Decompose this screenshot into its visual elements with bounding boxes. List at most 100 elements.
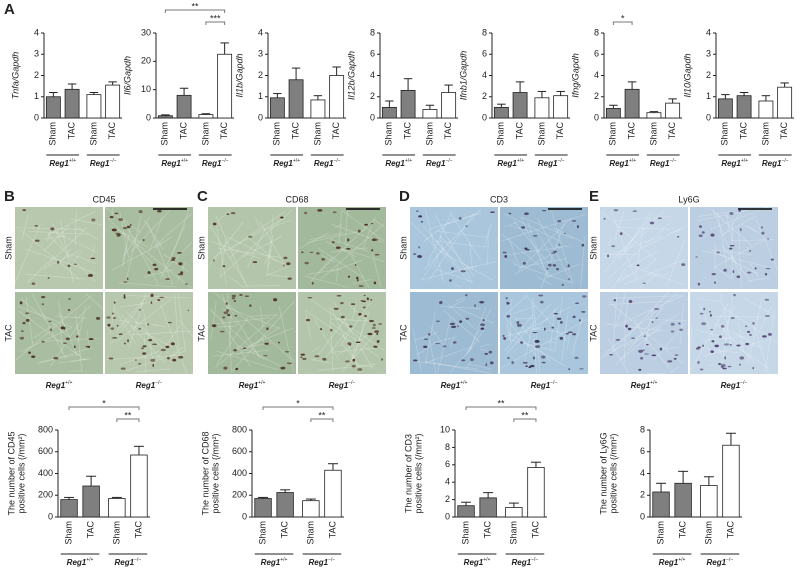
stained-cell: [567, 331, 573, 334]
genotype-label: Reg1+/+: [239, 380, 266, 390]
stained-cell: [376, 332, 379, 336]
x-tick-label: TAC: [66, 122, 76, 140]
tissue-fiber: [603, 235, 663, 258]
stained-cell: [458, 217, 462, 220]
tissue-fiber: [549, 308, 556, 349]
tissue-fiber: [743, 297, 771, 314]
stained-cell: [418, 246, 421, 249]
tissue-fiber: [215, 214, 246, 284]
tissue-fiber: [609, 291, 669, 356]
tissue-fiber: [144, 337, 147, 373]
tissue-fiber: [75, 315, 83, 372]
stain-title: CD68: [285, 194, 308, 204]
tissue-fiber: [227, 293, 232, 373]
stained-cell: [138, 210, 143, 214]
stained-cell: [363, 294, 366, 297]
y-axis-label: positive cells (/mm²): [413, 433, 423, 513]
stained-cell: [565, 333, 570, 335]
tissue-fiber: [442, 309, 481, 343]
tissue-fiber: [731, 222, 734, 279]
gene-name: Reg1: [67, 558, 87, 567]
stained-cell: [559, 321, 563, 324]
tissue-fiber: [623, 259, 685, 285]
stain-title: CD3: [490, 194, 508, 204]
stained-cell: [628, 299, 633, 303]
stained-cell: [25, 318, 30, 322]
tissue-fiber: [237, 344, 285, 369]
tissue-fiber: [317, 363, 376, 372]
tissue-fiber: [625, 328, 661, 347]
y-axis-label: Il10/Gapdh: [682, 53, 692, 97]
gene-name: Reg1: [90, 159, 110, 168]
stained-cell: [211, 324, 217, 328]
stained-cell: [372, 323, 376, 327]
significance-bracket: [164, 9, 226, 13]
tissue-fiber: [713, 323, 747, 339]
stained-cell: [286, 262, 291, 266]
tissue-fiber: [126, 311, 169, 354]
tissue-fiber: [122, 226, 131, 267]
stained-cell: [619, 232, 623, 236]
row-label: TAC: [398, 324, 408, 342]
stained-cell: [538, 294, 544, 297]
y-tick-label: 4: [594, 70, 599, 80]
stained-cell: [716, 251, 720, 254]
stained-cell: [349, 325, 353, 328]
bar: [45, 96, 61, 119]
tissue-fiber: [70, 218, 103, 226]
stained-cell: [428, 332, 431, 336]
stained-cell: [142, 352, 147, 355]
stained-cell: [681, 263, 686, 267]
tissue-fiber: [213, 317, 270, 325]
x-tick-label: TAC: [725, 521, 735, 539]
tissue-fiber: [608, 300, 672, 306]
stained-cell: [110, 327, 115, 330]
y-tick-label: 600: [38, 446, 53, 456]
x-tick-label: TAC: [219, 122, 229, 140]
tissue-fiber: [120, 294, 189, 299]
tissue-fiber: [341, 209, 385, 242]
tissue-fiber: [448, 298, 466, 310]
genotype: +/+: [405, 158, 412, 164]
genotype-label: Reg1−/−: [115, 557, 142, 567]
stained-cell: [474, 304, 476, 308]
tissue-fiber: [76, 323, 80, 334]
tissue-fiber: [217, 247, 283, 259]
stained-cell: [350, 303, 356, 306]
tissue-fiber: [42, 338, 98, 342]
genotype-label: Reg1−/−: [650, 158, 677, 168]
genotype: +/+: [86, 557, 93, 563]
stained-cell: [88, 338, 94, 340]
stained-cell: [147, 271, 151, 275]
stained-cell: [504, 255, 508, 258]
tissue-fiber: [666, 346, 680, 350]
tissue-fiber: [729, 239, 774, 242]
stained-cell: [358, 285, 364, 287]
stained-cell: [159, 296, 165, 299]
x-tick-label: TAC: [402, 122, 412, 140]
tissue-fiber: [55, 316, 87, 319]
y-tick-label: 0: [48, 511, 53, 521]
micrograph: [690, 207, 778, 289]
stained-cell: [643, 335, 646, 338]
genotype: −/−: [669, 158, 676, 164]
stained-cell: [714, 281, 716, 284]
tissue-fiber: [618, 226, 670, 230]
y-tick-label: 6: [640, 446, 645, 456]
tissue-fiber: [21, 213, 29, 241]
tissue-fiber: [749, 263, 759, 277]
tissue-fiber: [711, 209, 753, 247]
tissue-fiber: [512, 305, 537, 315]
tissue-fiber: [612, 209, 666, 259]
stained-cell: [381, 358, 383, 361]
genotype-label: Reg1+/+: [49, 158, 76, 168]
stained-cell: [225, 302, 228, 305]
tissue-fiber: [77, 305, 92, 319]
stained-cell: [67, 264, 71, 268]
y-tick-label: 3: [706, 49, 711, 59]
tissue-fiber: [308, 298, 385, 351]
stained-cell: [651, 354, 657, 357]
bar: [758, 100, 774, 119]
stained-cell: [60, 326, 65, 330]
x-tick-label: Sham: [496, 122, 506, 146]
